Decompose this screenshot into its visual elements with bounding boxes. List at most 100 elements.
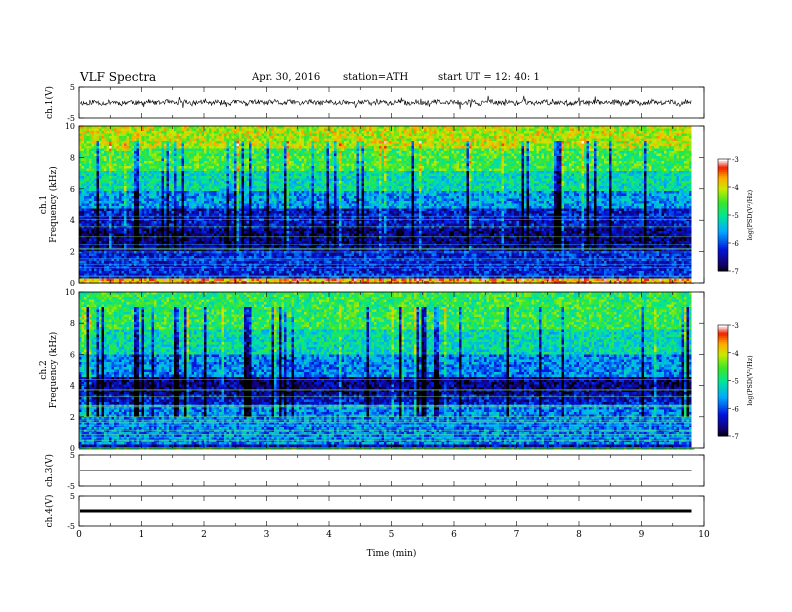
ch1-spectrogram-cell (129, 216, 132, 219)
ch1-spectrogram-cell (114, 204, 117, 207)
ch1-spectrogram-cell (117, 131, 120, 134)
ch1-spectrogram-cell (92, 201, 95, 204)
ch1-spectrogram-cell (127, 171, 130, 174)
ch1-spectrogram-cell (94, 226, 97, 229)
ch1-spectrogram-cell (82, 191, 85, 194)
ch1-spectrogram-cell (114, 126, 117, 129)
ch1-spectrogram-cell (122, 146, 125, 149)
ch1-spectrogram-cell (97, 169, 100, 172)
ch1-spectrogram-cell (129, 146, 132, 149)
ch1-spectrogram-cell (99, 244, 102, 247)
ch1-spectrogram-cell (92, 261, 95, 264)
ch1-spectrogram-cell (82, 184, 85, 187)
ch1-spectrogram-cell (117, 234, 120, 237)
ch1-spectrogram-cell (117, 211, 120, 214)
ch1-spectrogram-cell (99, 159, 102, 162)
ch1-spectrogram-cell (94, 264, 97, 267)
ch1-spectrogram-cell (122, 236, 125, 239)
ch1-spectrogram-cell (104, 174, 107, 177)
ch1-spectrogram-cell (94, 214, 97, 217)
ch1-spectrogram-cell (104, 154, 107, 157)
ch1-spectrogram-cell (119, 209, 122, 212)
ch1-spectrogram-cell (122, 131, 125, 134)
ch1-spectrogram-cell (119, 131, 122, 134)
ch1-spectrogram-cell (112, 189, 115, 192)
ch1-spectrogram-cell (107, 251, 110, 254)
ch1-spectrogram-cell (92, 234, 95, 237)
ch1-spectrogram-cell (92, 204, 95, 207)
ch1-spectrogram-cell (127, 224, 130, 227)
ch1-spectrogram-cell (94, 159, 97, 162)
ch1-spectrogram-cell (82, 209, 85, 212)
ch1-spectrogram-cell (112, 161, 115, 164)
ch1-spectrogram-cell (89, 211, 92, 214)
ch1-spectrogram-cell (89, 134, 92, 137)
ch1-spectrogram-cell (109, 181, 112, 184)
ch1-spectrogram-cell (89, 239, 92, 242)
ch1-spectrogram-cell (79, 239, 82, 242)
ch1-spectrogram-cell (97, 251, 100, 254)
ch1-spectrogram-cell (117, 161, 120, 164)
ch1-spectrogram-cell (114, 209, 117, 212)
ch1-spectrogram-cell (109, 221, 112, 224)
ch1-spectrogram-cell (119, 219, 122, 222)
ch1-spectrogram-cell (129, 169, 132, 172)
ch1-spectrogram-cell (79, 266, 82, 269)
ch1-spectrogram-cell (82, 181, 85, 184)
ch1-spectrogram-cell (104, 169, 107, 172)
ch1-spectrogram-cell (119, 239, 122, 242)
ch1-spectrogram-cell (119, 206, 122, 209)
ch1-spectrogram-cell (107, 159, 110, 162)
ch1-spectrogram-cell (112, 221, 115, 224)
ch1-spectrogram-cell (109, 191, 112, 194)
ch1-spectrogram-cell (122, 136, 125, 139)
ch1-spectrogram-cell (129, 196, 132, 199)
ch1-spectrogram-cell (84, 154, 87, 157)
ch1-spectrogram-cell (87, 171, 90, 174)
ch1-spectrogram-cell (119, 279, 122, 282)
ch1-spectrogram-cell (99, 229, 102, 232)
ch1-spectrogram-cell (119, 169, 122, 172)
ch1-spectrogram-cell (119, 181, 122, 184)
ch1-spectrogram-cell (117, 216, 120, 219)
ch1-spectrogram-cell (87, 154, 90, 157)
ch1-spectrogram-cell (84, 129, 87, 132)
ch1-spectrogram-cell (97, 166, 100, 169)
ch1-spectrogram-cell (119, 224, 122, 227)
ch1-spectrogram-cell (114, 131, 117, 134)
ch1-spectrogram-cell (89, 141, 92, 144)
ch1-spectrogram-cell (79, 186, 82, 189)
ch1-spectrogram-cell (102, 241, 105, 244)
ch1-spectrogram-cell (119, 221, 122, 224)
ch1-spectrogram-cell (122, 261, 125, 264)
ch1-spectrogram-cell (82, 164, 85, 167)
ch1-spectrogram-cell (129, 166, 132, 169)
ch1-spectrogram-cell (92, 126, 95, 129)
ch1-spectrogram-cell (112, 129, 115, 132)
ch1-spectrogram-cell (124, 199, 127, 202)
ch1-spectrogram-cell (117, 164, 120, 167)
ch1-spectrogram-cell (104, 131, 107, 134)
ch1-spectrogram-cell (97, 266, 100, 269)
ch1-spectrogram-cell (114, 189, 117, 192)
ch1-spectrogram-cell (84, 196, 87, 199)
ch1-spectrogram-cell (92, 164, 95, 167)
ch1-spectrogram-cell (84, 269, 87, 272)
ch1-y-axis-label: ch.1(V) (44, 86, 55, 119)
ch1-spectrogram-cell (127, 144, 130, 147)
ch1-spectrogram-cell (89, 169, 92, 172)
ch1-spectrogram-cell (124, 236, 127, 239)
ch1-spectrogram-cell (102, 201, 105, 204)
ch1-spectrogram-cell (107, 264, 110, 267)
ch1-spectrogram-cell (107, 129, 110, 132)
ch1-spectrogram-cell (84, 271, 87, 274)
ch1-spectrogram-cell (102, 224, 105, 227)
ch1-spectrogram-cell (99, 166, 102, 169)
ch1-spectrogram-cell (89, 219, 92, 222)
ch1-spectrogram-cell (97, 129, 100, 132)
ch1-spectrogram-cell (117, 176, 120, 179)
ch1-spectrogram-cell (104, 179, 107, 182)
ch1-spectrogram-cell (84, 186, 87, 189)
ch1-spectrogram-cell (94, 151, 97, 154)
ch1-spectrogram-cell (92, 214, 95, 217)
